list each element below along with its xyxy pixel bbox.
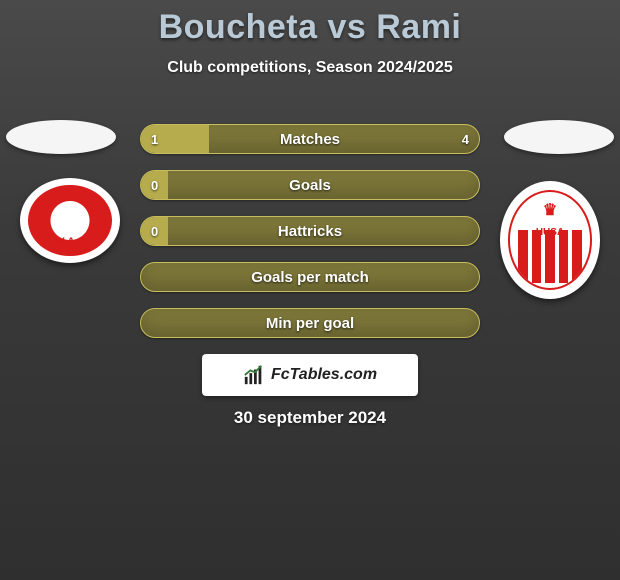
crest-left: W.A.C <box>20 178 120 263</box>
bar-mpg: Min per goal <box>140 308 480 338</box>
brand-text: FcTables.com <box>271 366 377 384</box>
bar-matches: 1 Matches 4 <box>140 124 480 154</box>
bar-value-right: 4 <box>452 125 479 153</box>
bar-value-right <box>459 217 479 245</box>
page-subtitle: Club competitions, Season 2024/2025 <box>0 59 620 77</box>
bar-label: Min per goal <box>141 309 479 337</box>
bar-goals: 0 Goals <box>140 170 480 200</box>
bar-label: Matches <box>141 125 479 153</box>
brand-link[interactable]: FcTables.com <box>202 354 418 396</box>
crest-right-inner: ♛ HUSA <box>508 190 592 289</box>
page-title: Boucheta vs Rami <box>0 0 620 47</box>
bar-label: Goals <box>141 171 479 199</box>
crest-stripes <box>518 207 582 283</box>
crest-left-label: W.A.C <box>54 236 86 248</box>
bar-value-right <box>459 263 479 291</box>
crest-right: ♛ HUSA <box>500 181 600 299</box>
bar-gpm: Goals per match <box>140 262 480 292</box>
bar-label: Goals per match <box>141 263 479 291</box>
player-slot-left <box>6 120 116 154</box>
bar-value-right <box>459 171 479 199</box>
bar-label: Hattricks <box>141 217 479 245</box>
snapshot-date: 30 september 2024 <box>0 408 620 428</box>
chart-icon <box>243 364 265 386</box>
bar-value-right <box>459 309 479 337</box>
stat-bars: 1 Matches 4 0 Goals 0 Hattricks Goals pe… <box>140 124 480 338</box>
crest-left-inner: W.A.C <box>28 185 112 256</box>
player-slot-right <box>504 120 614 154</box>
bar-hattricks: 0 Hattricks <box>140 216 480 246</box>
